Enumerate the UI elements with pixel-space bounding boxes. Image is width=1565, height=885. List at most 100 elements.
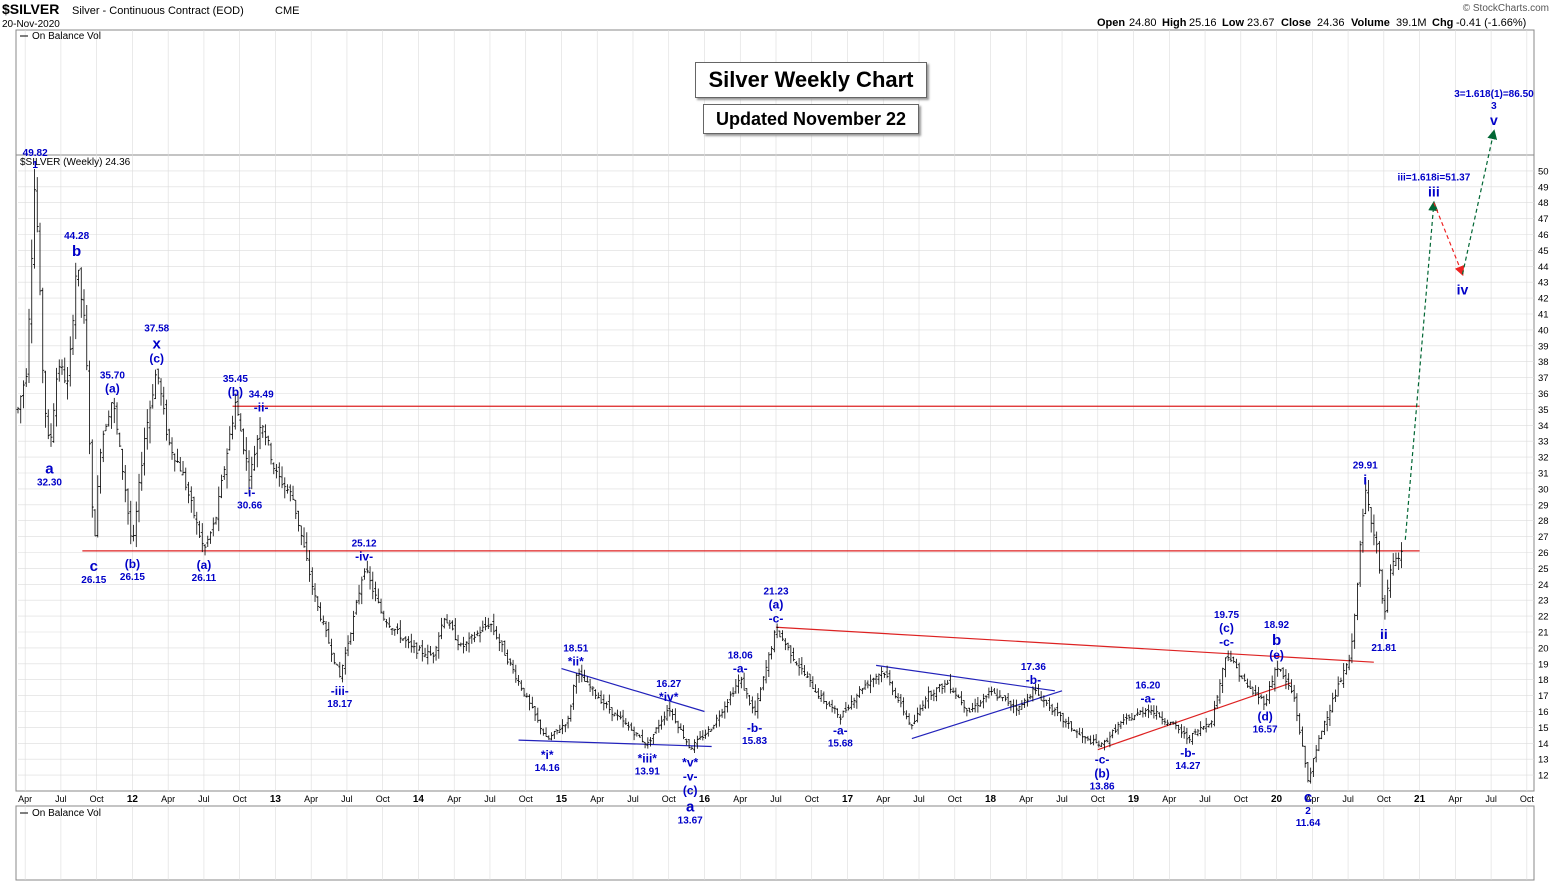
y-axis: 12 13 14 15 16 17 18 19 20 21 22 23 24 25 26 27 28 29 30 31…	[1538, 166, 1549, 781]
x-tick-label: Oct	[376, 794, 391, 804]
x-tick-label: Apr	[447, 794, 461, 804]
y-tick-label: 33	[1538, 437, 1549, 448]
wave-label: 26.15	[81, 575, 106, 586]
header-symbol: $SILVER	[2, 1, 59, 17]
y-tick-label: 40	[1538, 325, 1549, 336]
x-tick-label: 13	[270, 794, 282, 805]
x-tick-label: Jul	[1485, 794, 1497, 804]
wave-label: 49.82	[23, 148, 48, 159]
y-tick-label: 16	[1538, 707, 1549, 718]
ohlc-readout: Open 24.80 High 25.16 Low 23.67 Close 24…	[1097, 17, 1526, 29]
wave-label: 14.27	[1175, 761, 1200, 772]
y-tick-label: 18	[1538, 675, 1549, 686]
x-tick-label: Apr	[1019, 794, 1033, 804]
x-tick-label: 18	[985, 794, 997, 805]
ohlc-bars	[16, 168, 1403, 784]
x-tick-label: 14	[413, 794, 425, 805]
wave-label: iii	[1428, 184, 1440, 200]
wave-label: a	[686, 799, 695, 816]
x-tick-label: Apr	[304, 794, 318, 804]
x-tick-label: Apr	[733, 794, 747, 804]
wave-label: -c-	[1219, 635, 1234, 649]
y-tick-label: 20	[1538, 643, 1549, 654]
chg-label: Chg	[1432, 17, 1453, 29]
open-label: Open	[1097, 17, 1125, 29]
y-tick-label: 36	[1538, 389, 1549, 400]
y-tick-label: 39	[1538, 341, 1549, 352]
y-tick-label: 31	[1538, 469, 1549, 480]
wave-label: (d)	[1257, 709, 1272, 723]
wave-label: (e)	[1269, 648, 1284, 662]
x-tick-label: Jul	[55, 794, 67, 804]
wave-label: -c-	[769, 611, 784, 625]
wave-label: (b)	[125, 557, 140, 571]
y-tick-label: 26	[1538, 548, 1549, 559]
y-tick-label: 22	[1538, 612, 1549, 623]
overlay-lines	[82, 405, 1420, 751]
wave-label: 15.68	[828, 739, 853, 750]
y-tick-label: 45	[1538, 246, 1549, 257]
volume-label: Volume	[1351, 17, 1390, 29]
y-tick-label: 28	[1538, 516, 1549, 527]
wave-label: -iii-	[331, 684, 349, 698]
wave-label: -ii-	[254, 401, 269, 415]
blue-channel-lower-1	[518, 739, 712, 748]
wave-label: 29.91	[1353, 460, 1378, 471]
y-tick-label: 35	[1538, 405, 1549, 416]
close-label: Close	[1281, 17, 1311, 29]
x-tick-label: Apr	[18, 794, 32, 804]
price-series-label: $SILVER (Weekly) 24.36	[20, 157, 131, 168]
x-tick-label: Oct	[233, 794, 248, 804]
y-tick-label: 29	[1538, 500, 1549, 511]
wave-label: -v-	[683, 770, 698, 784]
wave-label: 44.28	[64, 231, 89, 242]
high-value: 25.16	[1189, 17, 1217, 29]
projection-up-arrow	[1461, 129, 1498, 275]
wave-label: 16.27	[656, 679, 681, 690]
wave-label: 3	[1491, 101, 1497, 112]
wave-label: 21.81	[1371, 643, 1396, 654]
wave-label: iii=1.618i=51.37	[1397, 173, 1470, 184]
updated-label: Updated November 22	[715, 109, 907, 129]
wave-label: (c)	[1219, 621, 1234, 635]
y-tick-label: 14	[1538, 739, 1549, 750]
wave-label: 18.51	[563, 644, 588, 655]
wave-label: 32.30	[37, 477, 62, 488]
blue-channel-upper-1	[561, 667, 705, 713]
x-tick-label: 16	[699, 794, 711, 805]
y-tick-label: 34	[1538, 421, 1549, 432]
header-exchange: CME	[275, 5, 299, 17]
wave-label: -b-	[1180, 746, 1195, 760]
wave-label: 17.36	[1021, 662, 1046, 673]
y-tick-label: 46	[1538, 230, 1549, 241]
wave-label: 15.83	[742, 736, 767, 747]
header-description: Silver - Continuous Contract (EOD)	[72, 5, 244, 17]
wave-label: (b)	[228, 385, 243, 399]
wave-label: 30.66	[237, 500, 262, 511]
x-tick-label: Oct	[662, 794, 677, 804]
x-tick-label: Oct	[1234, 794, 1249, 804]
wave-label: 18.17	[327, 699, 352, 710]
wave-annotations: 149.82a32.30b44.28c26.15(a)35.70(b)26.15…	[23, 89, 1535, 829]
wave-label: x	[153, 335, 162, 352]
wave-label: *iv*	[659, 690, 679, 704]
x-tick-label: 15	[556, 794, 568, 805]
chart-title-box: Silver Weekly Chart	[695, 62, 927, 98]
y-tick-label: 13	[1538, 755, 1549, 766]
y-tick-label: 50	[1538, 166, 1549, 177]
wave-label: 16.20	[1135, 680, 1160, 691]
wave-label: -c-	[1095, 753, 1110, 767]
wave-label: i	[1363, 471, 1367, 487]
wave-label: 13.67	[678, 816, 703, 827]
wave-label: 37.58	[144, 323, 169, 334]
wave-label: iv	[1457, 281, 1469, 297]
obv-bottom-panel	[15, 805, 1535, 881]
x-tick-label: 19	[1128, 794, 1140, 805]
x-tick-label: 20	[1271, 794, 1283, 805]
y-tick-label: 25	[1538, 564, 1549, 575]
volume-value: 39.1M	[1396, 17, 1427, 29]
wave-label: 34.49	[249, 390, 274, 401]
high-label: High	[1162, 17, 1187, 29]
x-tick-label: Oct	[1520, 794, 1535, 804]
x-tick-label: Jul	[1199, 794, 1211, 804]
